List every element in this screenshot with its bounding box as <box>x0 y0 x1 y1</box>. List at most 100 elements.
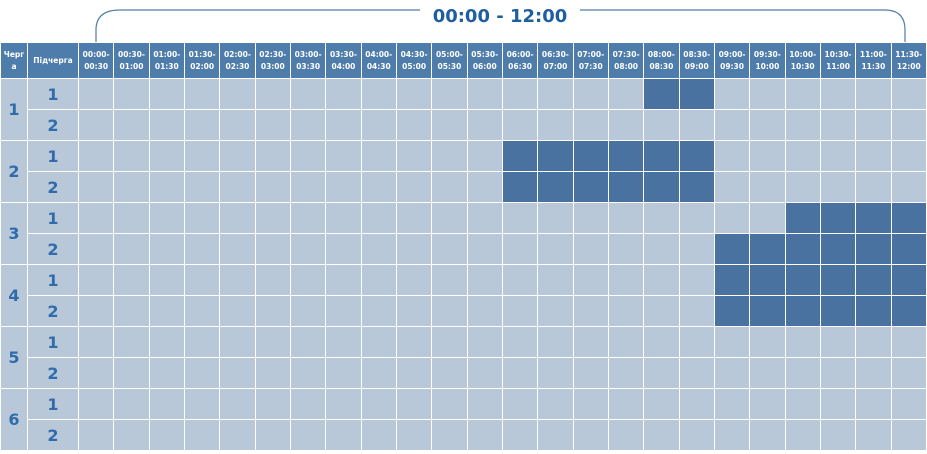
power-cell <box>749 78 786 110</box>
power-cell <box>395 78 433 110</box>
power-cell <box>77 419 115 451</box>
power-cell <box>77 264 115 296</box>
power-cell <box>219 357 256 389</box>
power-cell <box>784 109 821 141</box>
power-cell <box>713 140 751 172</box>
queue-label: 3 <box>0 202 28 265</box>
power-cell <box>325 419 362 451</box>
power-cell <box>890 78 927 110</box>
column-header: 11:30- 12:00 <box>890 42 927 79</box>
outage-cell <box>855 233 892 265</box>
column-header: 03:30- 04:00 <box>325 42 362 79</box>
outage-cell <box>819 233 857 265</box>
power-cell <box>289 171 327 203</box>
power-cell <box>501 295 539 327</box>
power-cell <box>713 419 751 451</box>
column-header: 05:00- 05:30 <box>431 42 468 79</box>
subqueue-label: 2 <box>27 233 79 265</box>
power-cell <box>537 326 574 358</box>
power-cell <box>890 171 927 203</box>
subqueue-label: 1 <box>27 202 79 234</box>
power-cell <box>395 357 433 389</box>
power-cell <box>254 171 291 203</box>
power-cell <box>219 109 256 141</box>
power-cell <box>607 233 645 265</box>
outage-cell <box>713 233 751 265</box>
power-cell <box>254 78 291 110</box>
outage-cell <box>501 171 539 203</box>
power-cell <box>77 109 115 141</box>
power-cell <box>148 140 185 172</box>
power-cell <box>219 171 256 203</box>
power-cell <box>678 419 715 451</box>
column-header: 00:30- 01:00 <box>113 42 150 79</box>
power-cell <box>607 419 645 451</box>
power-cell <box>678 233 715 265</box>
column-header: 03:00- 03:30 <box>289 42 327 79</box>
power-cell <box>572 388 609 420</box>
header-row: Черг а Підчерга 00:00- 00:30 00:30- 01:00 01… <box>0 42 927 79</box>
power-cell <box>360 295 397 327</box>
column-header: 10:00- 10:30 <box>784 42 821 79</box>
power-cell <box>607 264 645 296</box>
power-cell <box>395 140 433 172</box>
power-cell <box>77 202 115 234</box>
power-cell <box>819 78 857 110</box>
power-cell <box>289 419 327 451</box>
power-cell <box>678 202 715 234</box>
power-cell <box>643 295 680 327</box>
power-cell <box>113 109 150 141</box>
power-cell <box>572 78 609 110</box>
power-cell <box>537 202 574 234</box>
power-cell <box>148 419 185 451</box>
outage-cell <box>784 202 821 234</box>
power-cell <box>855 140 892 172</box>
power-cell <box>501 202 539 234</box>
power-cell <box>113 264 150 296</box>
power-cell <box>395 233 433 265</box>
power-cell <box>148 326 185 358</box>
column-header: 01:00- 01:30 <box>148 42 185 79</box>
power-cell <box>289 357 327 389</box>
column-header: 09:30- 10:00 <box>749 42 786 79</box>
power-cell <box>360 140 397 172</box>
power-cell <box>607 202 645 234</box>
power-cell <box>572 357 609 389</box>
column-header: Підчерга <box>27 42 79 79</box>
outage-cell <box>678 140 715 172</box>
power-cell <box>713 78 751 110</box>
power-cell <box>466 78 503 110</box>
outage-cell <box>855 202 892 234</box>
row: 2 <box>1 419 927 451</box>
power-cell <box>819 109 857 141</box>
power-cell <box>855 419 892 451</box>
power-cell <box>607 109 645 141</box>
subqueue-label: 1 <box>27 78 79 110</box>
outage-cell <box>819 264 857 296</box>
power-cell <box>607 388 645 420</box>
power-cell <box>643 233 680 265</box>
power-cell <box>148 202 185 234</box>
power-cell <box>113 295 150 327</box>
power-cell <box>466 171 503 203</box>
outage-cell <box>784 264 821 296</box>
power-cell <box>219 78 256 110</box>
outage-cell <box>819 202 857 234</box>
queue-label: 2 <box>0 140 28 203</box>
power-cell <box>749 419 786 451</box>
power-cell <box>395 202 433 234</box>
outage-cell <box>890 264 927 296</box>
power-cell <box>713 109 751 141</box>
power-cell <box>466 202 503 234</box>
power-cell <box>325 109 362 141</box>
power-cell <box>395 109 433 141</box>
power-cell <box>395 264 433 296</box>
power-cell <box>183 109 221 141</box>
row: 2 <box>1 295 927 327</box>
outage-cell <box>678 171 715 203</box>
power-cell <box>855 326 892 358</box>
outage-cell <box>607 140 645 172</box>
power-cell <box>537 295 574 327</box>
column-header: 02:30- 03:00 <box>254 42 291 79</box>
